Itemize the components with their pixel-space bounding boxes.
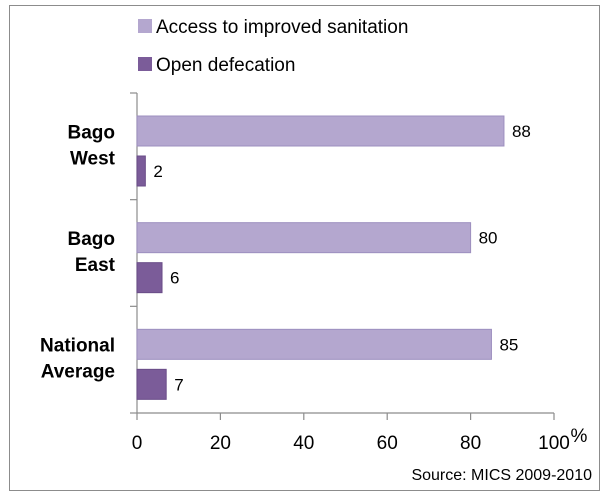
- x-tick-label-2: 40: [293, 433, 314, 454]
- x-tick-label-1: 20: [210, 433, 231, 454]
- source-note: Source: MICS 2009-2010: [411, 467, 592, 484]
- value-label-1-1: 6: [170, 269, 179, 288]
- bar-1-1: [136, 262, 163, 294]
- value-label-2-1: 7: [174, 375, 183, 394]
- bar-1-0: [136, 222, 472, 254]
- bars: [136, 115, 505, 400]
- category-label-1: Bago East: [68, 229, 116, 276]
- value-label-0-0: 88: [512, 122, 531, 141]
- value-label-1-0: 80: [479, 229, 498, 248]
- category-label-0: Bago West: [68, 122, 116, 169]
- bar-2-0: [136, 328, 492, 360]
- bar-0-1: [136, 155, 146, 187]
- value-label-0-1: 2: [153, 162, 162, 181]
- x-tick-label-5: 100: [538, 433, 570, 454]
- legend-swatch-1: [138, 57, 152, 71]
- labels: Bago West Bago East National Average 88 2 80 6 85 7: [40, 122, 531, 394]
- bar-0-0: [136, 115, 505, 147]
- value-label-2-0: 85: [499, 335, 518, 354]
- category-label-2: National Average: [40, 336, 115, 383]
- x-tick-label-3: 60: [377, 433, 398, 454]
- legend: Access to improved sanitation Open defeca…: [138, 17, 408, 76]
- x-unit-label: %: [571, 426, 588, 447]
- legend-label-1: Open defecation: [156, 55, 295, 76]
- legend-label-0: Access to improved sanitation: [156, 17, 408, 38]
- bar-2-1: [136, 368, 167, 400]
- axes: 0 20 40 60 80 100%: [130, 92, 588, 454]
- x-tick-label-0: 0: [132, 433, 143, 454]
- x-tick-label-4: 80: [460, 433, 481, 454]
- legend-swatch-0: [138, 19, 152, 33]
